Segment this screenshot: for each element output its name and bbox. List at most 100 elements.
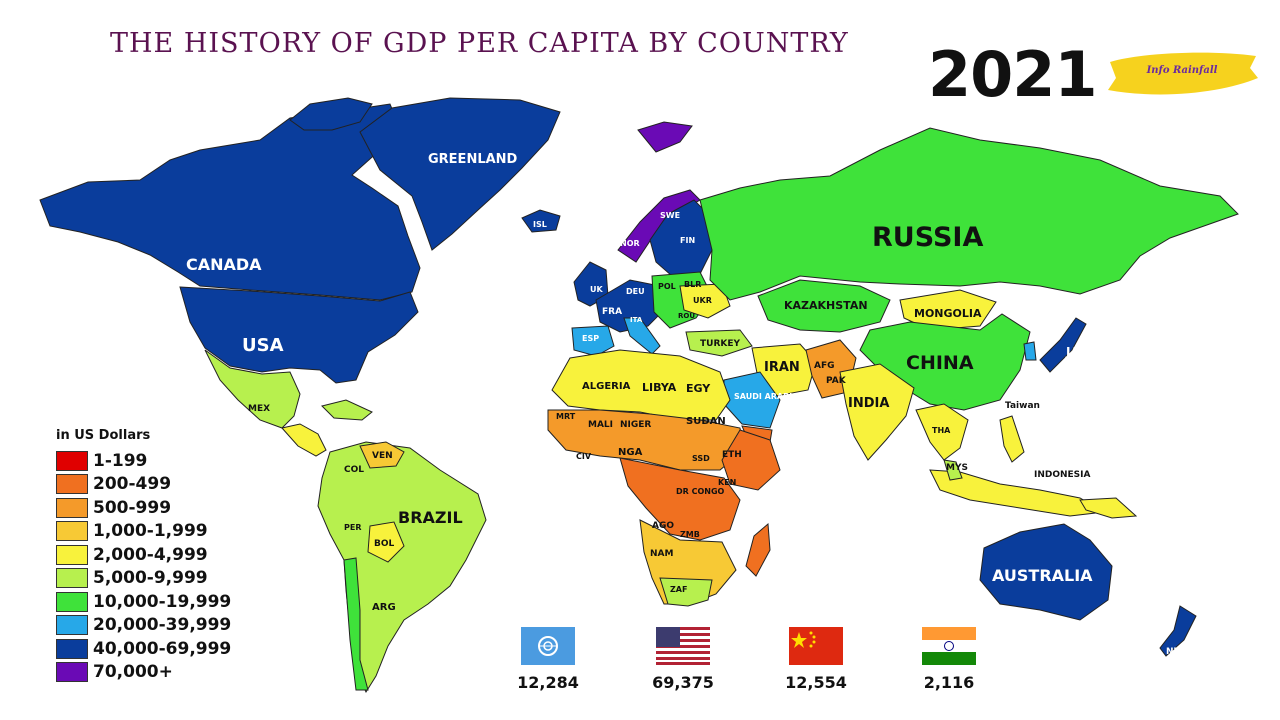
legend-swatch bbox=[56, 568, 88, 589]
stat-india-value: 2,116 bbox=[923, 673, 975, 692]
label-esp: ESP bbox=[582, 334, 599, 343]
region-korea bbox=[1023, 341, 1037, 361]
region-india bbox=[839, 363, 915, 461]
label-uk: UK bbox=[590, 285, 603, 294]
label-ssd: SSD bbox=[692, 454, 710, 463]
region-madagascar bbox=[745, 522, 771, 577]
label-zmb: ZMB bbox=[680, 530, 700, 539]
stat-usa-value: 69,375 bbox=[652, 673, 714, 692]
region-chile bbox=[343, 557, 369, 691]
label-drcongo: DR CONGO bbox=[676, 487, 725, 496]
label-usa: USA bbox=[242, 335, 284, 356]
legend-item: 200-499 bbox=[56, 473, 231, 497]
label-russia: RUSSIA bbox=[872, 222, 983, 253]
label-ven: VEN bbox=[372, 451, 393, 461]
region-usa bbox=[179, 286, 419, 384]
label-nga: NGA bbox=[618, 447, 643, 458]
label-turkey: TURKEY bbox=[700, 339, 740, 349]
label-tha: THA bbox=[932, 426, 951, 435]
region-canada bbox=[39, 103, 421, 301]
label-arg: ARG bbox=[372, 602, 396, 613]
legend-item: 5,000-9,999 bbox=[56, 567, 231, 591]
un-flag-icon bbox=[521, 627, 575, 665]
region-turkey bbox=[685, 329, 753, 357]
legend-label: 5,000-9,999 bbox=[93, 568, 208, 589]
china-flag-icon bbox=[789, 627, 843, 665]
label-isl: ISL bbox=[533, 220, 547, 229]
label-fin: FIN bbox=[680, 236, 695, 245]
legend-item: 1-199 bbox=[56, 449, 231, 473]
label-iran: IRAN bbox=[764, 360, 800, 375]
region-kazakhstan bbox=[757, 279, 891, 333]
region-italy bbox=[623, 317, 661, 355]
label-australia: AUSTRALIA bbox=[992, 566, 1093, 585]
legend-label: 200-499 bbox=[93, 474, 172, 495]
label-taiwan: Taiwan bbox=[1005, 401, 1040, 411]
label-rou: ROU bbox=[678, 312, 695, 320]
stat-china-value: 12,554 bbox=[785, 673, 847, 692]
region-spain bbox=[571, 325, 615, 357]
region-caribbean bbox=[321, 399, 373, 421]
legend-label: 40,000-69,999 bbox=[93, 638, 232, 659]
label-libya: LIBYA bbox=[642, 381, 677, 394]
india-flag-icon bbox=[922, 627, 976, 665]
legend-item: 2,000-4,999 bbox=[56, 543, 231, 567]
label-ago: AGO bbox=[652, 521, 674, 531]
label-afg: AFG bbox=[814, 361, 835, 371]
legend-swatch bbox=[56, 591, 88, 612]
label-china: CHINA bbox=[906, 352, 974, 374]
legend-label: 70,000+ bbox=[93, 662, 173, 683]
legend: in US Dollars 1-199 200-499 500-999 1,000-1… bbox=[56, 428, 231, 684]
legend-item: 70,000+ bbox=[56, 661, 231, 685]
legend-item: 1,000-1,999 bbox=[56, 520, 231, 544]
legend-label: 1-199 bbox=[93, 450, 148, 471]
label-nor: NOR bbox=[620, 239, 640, 248]
legend-label: 20,000-39,999 bbox=[93, 615, 232, 636]
stat-usa: 69,375 bbox=[633, 627, 733, 692]
year-label: 2021 bbox=[928, 38, 1098, 111]
stat-india: 2,116 bbox=[899, 627, 999, 692]
region-arctic-islands bbox=[289, 97, 373, 131]
legend-item: 40,000-69,999 bbox=[56, 637, 231, 661]
brush-stroke-icon bbox=[1108, 52, 1258, 95]
legend-item: 500-999 bbox=[56, 496, 231, 520]
label-kazakhstan: KAZAKHSTAN bbox=[784, 299, 868, 312]
label-pak: PAK bbox=[826, 376, 847, 386]
legend-swatch bbox=[56, 474, 88, 495]
label-fra: FRA bbox=[602, 307, 622, 317]
legend-label: 2,000-4,999 bbox=[93, 544, 208, 565]
region-russia bbox=[699, 127, 1239, 301]
region-greenland bbox=[359, 97, 561, 251]
label-mrt: MRT bbox=[556, 412, 576, 421]
legend-swatch bbox=[56, 450, 88, 471]
legend-label: 1,000-1,999 bbox=[93, 521, 208, 542]
region-central-america bbox=[281, 423, 327, 457]
label-sudan: SUDAN bbox=[686, 416, 726, 427]
label-greenland: GREENLAND bbox=[428, 152, 518, 167]
legend-list: 1-199 200-499 500-999 1,000-1,999 2,000-4,99… bbox=[56, 449, 231, 684]
region-central-africa bbox=[619, 457, 741, 541]
label-canada: CANADA bbox=[186, 255, 262, 274]
brand-name: Info Rainfall bbox=[1146, 65, 1218, 76]
label-mys: MYS bbox=[946, 463, 968, 473]
legend-title: in US Dollars bbox=[56, 428, 151, 443]
region-south-africa bbox=[659, 577, 713, 607]
legend-item: 20,000-39,999 bbox=[56, 614, 231, 638]
label-ken: KEN bbox=[718, 478, 736, 487]
label-ita: ITA bbox=[630, 316, 643, 324]
label-india: INDIA bbox=[848, 396, 889, 411]
label-bol: BOL bbox=[374, 539, 395, 549]
region-svalbard bbox=[637, 121, 693, 153]
region-philippines bbox=[999, 415, 1025, 463]
label-saudi: SAUDI ARABIA bbox=[734, 392, 799, 401]
region-horn-africa bbox=[721, 429, 781, 491]
legend-swatch bbox=[56, 615, 88, 636]
label-per: PER bbox=[344, 523, 362, 532]
label-mex: MEX bbox=[248, 404, 270, 414]
label-ukr: UKR bbox=[693, 296, 712, 305]
label-nam: NAM bbox=[650, 549, 673, 559]
region-iceland bbox=[521, 209, 561, 233]
region-sahel bbox=[547, 409, 745, 471]
brand-logo: Info Rainfall bbox=[1104, 48, 1260, 102]
region-venezuela bbox=[359, 441, 405, 469]
